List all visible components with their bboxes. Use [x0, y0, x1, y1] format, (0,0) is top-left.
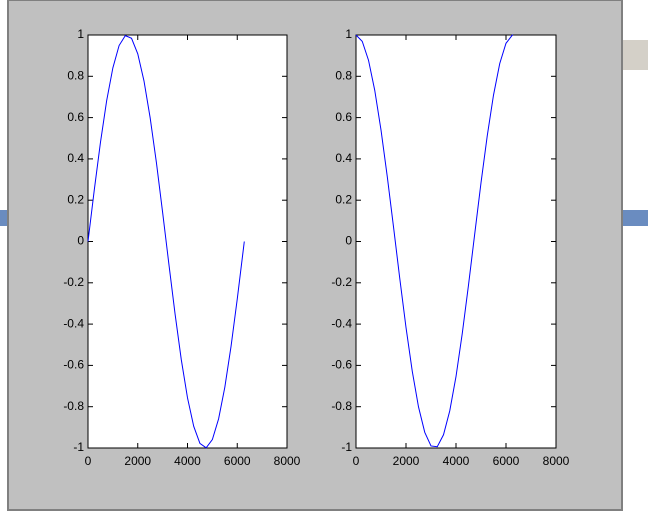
curve [355, 34, 514, 448]
x-tick-label: 4000 [443, 454, 470, 468]
y-tick-label: -1 [341, 440, 352, 454]
axes-background [355, 34, 557, 449]
axes-background [87, 34, 288, 449]
y-tick-label: 1 [345, 27, 352, 41]
y-tick-label: 1 [77, 27, 84, 41]
y-tick-label: 0 [77, 234, 84, 248]
y-tick-label: -0.2 [331, 275, 352, 289]
y-tick-label: 0.2 [67, 192, 84, 206]
x-tick-label: 0 [353, 454, 360, 468]
background-window [620, 40, 648, 70]
x-tick-label: 6000 [493, 454, 520, 468]
y-tick-label: -0.8 [331, 399, 352, 413]
y-tick-label: -0.8 [63, 399, 84, 413]
y-tick-label: -0.6 [63, 358, 84, 372]
x-tick-label: 2000 [393, 454, 420, 468]
y-tick-label: 0.6 [335, 110, 352, 124]
y-tick-label: 0.4 [67, 151, 84, 165]
y-tick-label: 0.8 [335, 68, 352, 82]
x-tick-label: 4000 [174, 454, 201, 468]
curve [87, 34, 245, 449]
x-tick-label: 8000 [274, 454, 301, 468]
y-tick-label: -0.2 [63, 275, 84, 289]
y-tick-label: 0.6 [67, 110, 84, 124]
plots: -1 -0.8 -0.6 -0.4 -0.2 0 0.2 0.4 0.6 0.8 1 0 2000 400… [63, 27, 569, 468]
y-tick-label: 0.4 [335, 151, 352, 165]
y-tick-label: -0.4 [63, 316, 84, 330]
y-tick-label: 0.8 [67, 68, 84, 82]
y-tick-label: -0.4 [331, 316, 352, 330]
x-tick-label: 0 [85, 454, 92, 468]
y-tick-label: 0.2 [335, 192, 352, 206]
x-tick-label: 8000 [543, 454, 570, 468]
background-window [0, 210, 10, 226]
y-tick-label: -1 [73, 440, 84, 454]
x-tick-label: 6000 [224, 454, 251, 468]
y-tick-label: 0 [345, 234, 352, 248]
background-window [620, 210, 648, 226]
y-tick-label: -0.6 [331, 358, 352, 372]
x-tick-label: 2000 [124, 454, 151, 468]
